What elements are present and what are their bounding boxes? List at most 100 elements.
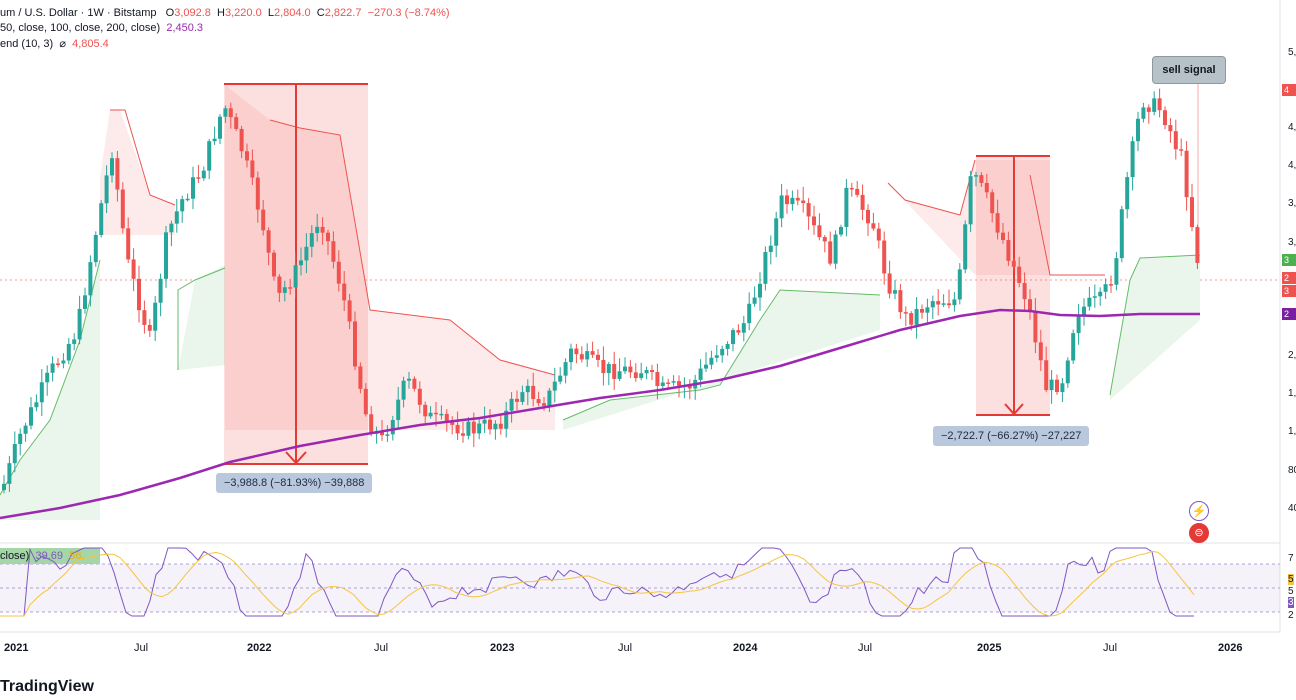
candle-body: [596, 354, 600, 360]
candle-body: [601, 359, 606, 374]
candle-body: [315, 226, 320, 234]
candle-body: [196, 177, 201, 179]
candle-body: [164, 232, 168, 279]
y-tick-label: 5,: [1288, 47, 1296, 58]
candle-body: [110, 158, 114, 176]
candle-body: [488, 419, 492, 430]
candle-body: [320, 226, 325, 233]
supertrend-legend: end (10, 3) ⌀ 4,805.4: [0, 38, 109, 50]
candle-body: [1103, 284, 1108, 292]
supertrend-up-fill: [178, 265, 225, 370]
candle-body: [498, 423, 503, 429]
supertrend-up-line: [0, 259, 101, 496]
candle-body: [390, 420, 395, 435]
candle-body: [1119, 209, 1124, 259]
sell-signal-callout[interactable]: sell signal: [1152, 56, 1226, 84]
candle-body: [185, 198, 190, 201]
candle-body: [385, 434, 390, 436]
candle-body: [83, 295, 87, 309]
x-tick-label: Jul: [374, 642, 389, 654]
candle-body: [142, 310, 147, 325]
candle-body: [731, 330, 735, 345]
candle-body: [585, 351, 590, 360]
candle-body: [542, 403, 546, 406]
candle-body: [331, 241, 336, 262]
candle-body: [120, 189, 125, 229]
candle-body: [29, 407, 33, 426]
candle-body: [736, 330, 741, 333]
candle-body: [250, 160, 255, 178]
candle-body: [18, 433, 23, 445]
symbol-legend: um / U.S. Dollar · 1W · Bitstamp O3,092.…: [0, 7, 450, 19]
rsi-legend: close) 39.69 56.: [0, 550, 85, 562]
candle-body: [936, 301, 941, 305]
close-value: 2,822.7: [324, 7, 362, 19]
candle-body: [326, 232, 330, 242]
candle-body: [223, 108, 228, 117]
x-tick-label: 2021: [4, 642, 29, 654]
candle-body: [509, 398, 514, 411]
candle-body: [417, 388, 422, 405]
candle-body: [104, 175, 109, 204]
supertrend-down-fill: [100, 110, 175, 235]
candle-body: [1065, 360, 1070, 384]
candle-body: [968, 176, 973, 225]
candle-body: [1087, 297, 1092, 307]
low-value: 2,804.0: [273, 7, 311, 19]
candle-body: [228, 108, 233, 118]
candle-body: [466, 421, 471, 436]
candle-body: [763, 252, 768, 284]
candle-body: [876, 228, 881, 241]
lightning-icon[interactable]: ⚡: [1189, 501, 1209, 521]
measure-label-2022: −3,988.8 (−81.93%) −39,888: [216, 473, 373, 493]
candle-body: [88, 262, 93, 296]
candle-body: [990, 192, 995, 214]
candle-body: [131, 259, 136, 279]
candle-body: [34, 402, 39, 408]
candle-body: [1092, 296, 1097, 298]
candle-body: [66, 343, 71, 361]
candle-body: [909, 313, 914, 325]
candle-body: [893, 290, 897, 294]
candle-body: [439, 413, 444, 416]
symbol-title: um / U.S. Dollar · 1W · Bitstamp: [0, 7, 157, 19]
flag-icon[interactable]: ⊜: [1189, 523, 1209, 543]
supertrend-up-fill: [1110, 255, 1200, 400]
candle-body: [363, 388, 368, 415]
candle-body: [920, 308, 924, 313]
candle-body: [282, 287, 287, 293]
candle-body: [461, 433, 465, 436]
rsi-y-tag: 3: [1288, 597, 1294, 608]
candle-body: [1163, 110, 1167, 126]
candle-body: [277, 276, 282, 293]
candle-body: [812, 216, 816, 226]
candle-body: [444, 413, 449, 421]
candle-body: [666, 382, 671, 384]
y-tick-label: 3,: [1288, 198, 1296, 209]
candle-body: [558, 375, 563, 382]
candle-body: [423, 404, 428, 417]
rsi-y-label: 2: [1288, 610, 1294, 621]
candle-body: [212, 138, 217, 142]
candle-body: [957, 269, 962, 300]
candle-body: [401, 380, 406, 400]
candle-body: [450, 420, 455, 425]
candle-body: [174, 211, 179, 224]
candle-body: [547, 390, 552, 406]
candle-body: [1071, 333, 1076, 361]
candle-body: [1136, 118, 1140, 142]
candle-body: [536, 399, 541, 404]
candle-body: [137, 278, 141, 311]
y-tick-label: 1,: [1288, 388, 1296, 399]
candle-body: [1033, 310, 1038, 343]
supertrend-down-line: [887, 159, 976, 216]
candle-body: [369, 414, 374, 434]
candle-body: [309, 233, 314, 247]
candle-body: [1173, 131, 1178, 150]
candle-body: [882, 240, 887, 274]
candle-body: [871, 223, 876, 229]
candle-body: [903, 312, 908, 314]
candle-body: [779, 195, 784, 219]
candle-body: [747, 303, 752, 324]
